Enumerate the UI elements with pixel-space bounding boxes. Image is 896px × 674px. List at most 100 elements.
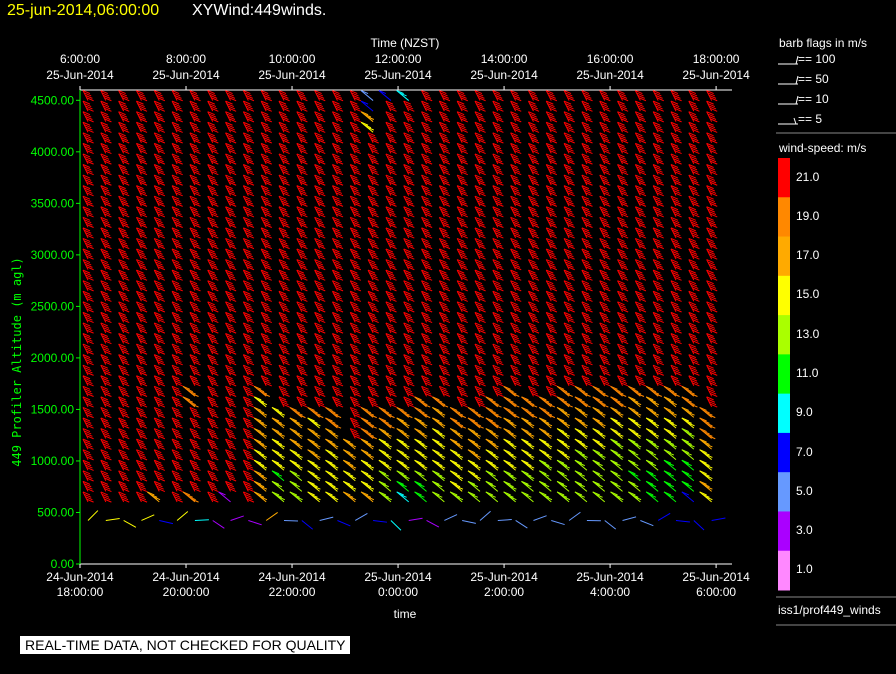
wind-barb-flag (263, 369, 271, 374)
wind-barb-flag (360, 459, 369, 464)
wind-barb-flag (459, 94, 467, 99)
wind-barb-flag (405, 401, 414, 406)
wind-barb-flag (352, 358, 360, 363)
wind-barb-flag (119, 92, 128, 97)
wind-barb-flag (459, 232, 467, 237)
wind-barb-flag (315, 282, 324, 287)
wind-barb-flag (104, 297, 112, 302)
wind-barb-flag (405, 414, 413, 419)
wind-barb-flag (227, 221, 236, 226)
wind-barb-flag (315, 388, 324, 393)
wind-barb-flag (316, 137, 325, 142)
wind-barb-flag (244, 124, 252, 129)
wind-barb-flag (190, 240, 199, 245)
wind-barb-flag (192, 485, 200, 490)
wind-barb-flag (82, 428, 91, 433)
wind-barb-flag (318, 393, 326, 397)
wind-barb-flag (192, 432, 200, 437)
wind-barb-flag (175, 118, 183, 123)
wind-barb-flag (460, 403, 468, 408)
wind-barb-flag (279, 113, 288, 118)
wind-barb-flag (245, 126, 253, 131)
wind-barb-flag (405, 390, 414, 395)
wind-barb-flag (277, 432, 285, 437)
wind-barb-flag (264, 97, 272, 102)
wind-barb-flag (352, 380, 360, 384)
wind-barb-flag (85, 94, 93, 99)
wind-barb-flag (278, 333, 287, 337)
wind-barb-flag (256, 409, 265, 414)
wind-barb-flag (282, 393, 290, 397)
wind-barb-flag (403, 290, 411, 295)
wind-barb-flag (388, 295, 396, 300)
wind-barb-flag (352, 348, 360, 353)
wind-barb-flag (154, 111, 162, 116)
wind-barb-flag (316, 337, 325, 342)
wind-barb-flag (384, 454, 392, 458)
wind-barb-flag (282, 297, 290, 302)
wind-barb-flag (350, 311, 358, 316)
wind-barb-flag (289, 438, 298, 443)
wind-barb-flag (334, 116, 343, 120)
wind-barb-flag (388, 137, 396, 142)
wind-barb-flag (389, 192, 397, 197)
wind-barb-flag (460, 255, 468, 260)
wind-barb-flag (441, 369, 449, 374)
wind-barb-flag (192, 380, 200, 384)
wind-barb-flag (253, 417, 262, 422)
wind-barb-flag (171, 333, 180, 337)
wind-barb-flag (100, 269, 109, 274)
wind-barb-flag (350, 100, 358, 105)
wind-barb-flag (281, 137, 289, 142)
wind-barb-flag (335, 118, 344, 123)
wind-barb-flag (263, 116, 271, 120)
wind-barb-flag (297, 219, 306, 224)
wind-barb-flag (157, 245, 166, 250)
wind-barb-flag (300, 255, 308, 260)
wind-barb-flag (101, 272, 110, 276)
wind-barb-flag (244, 377, 252, 382)
wind-barb-flag (139, 171, 148, 176)
wind-barb-flag (442, 340, 451, 345)
wind-barb-flag (171, 280, 180, 285)
wind-barb-flag (458, 103, 466, 107)
wind-barb-flag (154, 396, 162, 401)
wind-barb-flag (385, 185, 394, 190)
wind-barb-flag (211, 371, 219, 376)
wind-barb-flag (459, 295, 467, 300)
wind-barb-flag (297, 303, 306, 308)
wind-barb-flag (118, 449, 126, 454)
wind-barb-flag (225, 100, 233, 105)
wind-barb-flag (245, 274, 253, 279)
wind-barb-flag (155, 261, 163, 266)
wind-barb-flag (313, 475, 321, 480)
wind-barb (485, 491, 499, 503)
wind-barb-flag (367, 185, 376, 190)
wind-barb-flag (351, 303, 359, 308)
wind-barb-flag (243, 301, 251, 306)
wind-barb-flag (84, 356, 92, 361)
wind-barb-flag (193, 202, 201, 207)
wind-barb-flag (279, 250, 288, 255)
wind-barb-flag (155, 303, 163, 308)
wind-barb-flag (442, 128, 451, 133)
wind-barb-flag (193, 435, 201, 440)
wind-barb-flag (371, 266, 379, 271)
wind-barb-flag (104, 488, 112, 493)
wind-barb-flag (282, 118, 290, 123)
wind-barb-flag (371, 361, 379, 366)
wind-barb-flag (246, 382, 255, 387)
wind-barb-flag (208, 409, 217, 414)
wind-barb-flag (246, 424, 255, 429)
wind-barb-flag (120, 432, 129, 437)
wind-barb-flag (244, 145, 252, 150)
wind-barb-flag (370, 348, 378, 353)
wind-barb-flag (189, 438, 198, 443)
wind-barb-flag (103, 221, 111, 226)
wind-barb-flag (441, 147, 449, 152)
wind-barb-flag (478, 382, 486, 387)
wind-barb-flag (82, 195, 91, 200)
wind-barb-flag (282, 213, 290, 218)
wind-barb-flag (244, 272, 252, 276)
